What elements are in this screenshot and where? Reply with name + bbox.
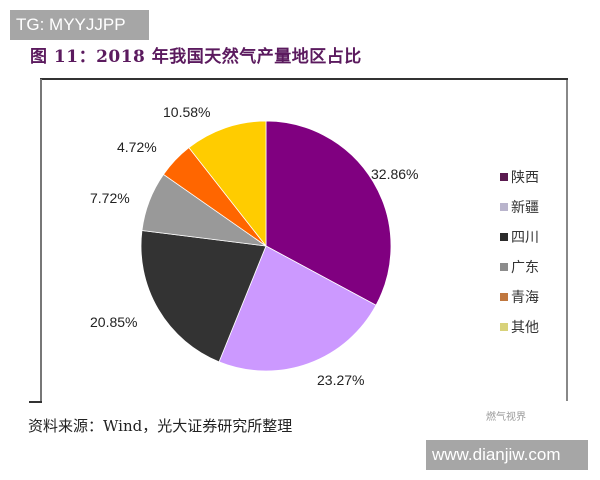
pie-slice-新疆: [218, 245, 377, 372]
legend-item-guangdong: 广东: [500, 252, 539, 282]
watermark-bottom: www.dianjiw.com: [426, 440, 588, 470]
chart-frame-left: [40, 79, 42, 401]
slice-label-guangdong: 7.72%: [90, 190, 130, 206]
legend-label: 陕西: [511, 170, 539, 186]
legend-swatch: [500, 293, 508, 301]
pie-slice-陕西: [265, 120, 392, 306]
chart-legend: 陕西 新疆 四川 广东 青海 其他: [500, 162, 539, 342]
legend-swatch: [500, 323, 508, 331]
legend-label: 新疆: [511, 200, 539, 216]
pie-slices: [140, 120, 392, 372]
slice-label-xinjiang: 23.27%: [317, 372, 365, 388]
slice-label-other: 10.58%: [163, 104, 211, 120]
chart-frame-right: [566, 79, 568, 401]
wechat-watermark: 燃气视界: [486, 412, 526, 423]
legend-swatch: [500, 233, 508, 241]
legend-item-other: 其他: [500, 312, 539, 342]
pie-slice-其他: [188, 120, 267, 248]
legend-item-xinjiang: 新疆: [500, 192, 539, 222]
legend-swatch: [500, 173, 508, 181]
figure-title: 图 11：2018 年我国天然气产量地区占比: [30, 47, 362, 67]
source-note: 资料来源：Wind，光大证券研究所整理: [28, 417, 293, 435]
legend-item-shaanxi: 陕西: [500, 162, 539, 192]
chart-frame-top: [40, 78, 568, 405]
legend-label: 其他: [511, 320, 539, 336]
legend-item-qinghai: 青海: [500, 282, 539, 312]
slice-label-qinghai: 4.72%: [117, 139, 157, 155]
legend-label: 四川: [511, 230, 539, 246]
legend-label: 广东: [511, 260, 539, 276]
legend-label: 青海: [511, 290, 539, 306]
slice-label-sichuan: 20.85%: [90, 314, 138, 330]
watermark-top: TG: MYYJJPP: [10, 10, 149, 40]
pie-slice-四川: [140, 230, 267, 363]
chart-frame-right-tick: [560, 78, 568, 80]
legend-swatch: [500, 203, 508, 211]
slice-label-shaanxi: 32.86%: [371, 166, 419, 182]
chart-frame-left-foot: [29, 401, 42, 403]
legend-swatch: [500, 263, 508, 271]
legend-item-sichuan: 四川: [500, 222, 539, 252]
